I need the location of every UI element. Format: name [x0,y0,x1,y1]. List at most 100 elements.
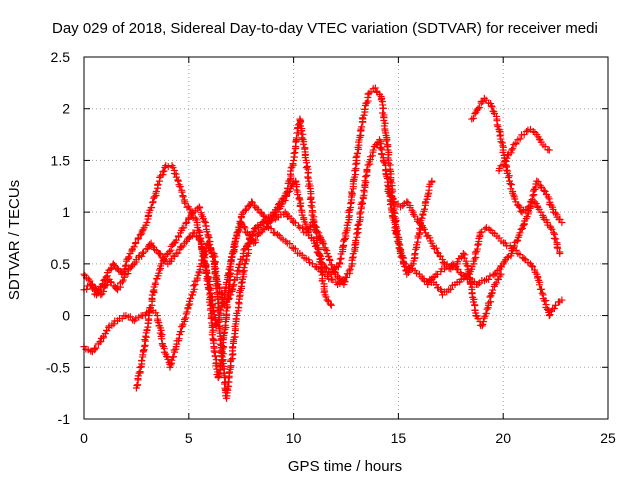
data-point [286,240,294,248]
data-point [432,244,440,252]
data-point [523,127,531,135]
data-point [195,235,203,243]
data-point [506,180,514,188]
data-point [420,225,428,233]
data-point [471,110,479,118]
data-point [369,146,377,154]
data-point [209,335,217,343]
data-point [241,224,249,232]
data-point [295,195,303,203]
data-point [154,180,162,188]
data-point [364,161,372,169]
data-point [298,127,306,135]
y-tick-label: 2.5 [51,49,71,65]
series-7 [426,224,566,320]
data-point [180,315,188,323]
data-point [494,276,502,284]
data-point [319,239,327,247]
data-point [167,242,175,250]
data-point [145,308,153,316]
data-point [92,344,100,352]
data-point [326,256,334,264]
data-point [174,249,182,257]
data-point [378,150,386,158]
data-point [318,277,326,285]
data-point [181,199,189,207]
data-point [222,307,230,315]
data-point [174,177,182,185]
data-point [418,214,426,222]
data-point [196,204,204,212]
x-ticks: 0 5 10 15 20 25 [80,57,616,446]
data-point [479,318,487,326]
data-point [400,258,408,266]
data-point [227,291,235,299]
data-point [475,104,483,112]
data-point [382,137,390,145]
data-point [460,274,468,282]
data-point [393,233,401,241]
data-point [358,123,366,131]
data-point [296,202,304,210]
data-point [445,264,453,272]
data-point [182,314,190,322]
chart-title: Day 029 of 2018, Sidereal Day-to-day VTE… [52,20,598,37]
data-point [487,102,495,110]
data-point [396,247,404,255]
data-point [307,202,315,210]
y-tick-label: 0.5 [51,256,71,272]
data-point [358,200,366,208]
data-point [155,269,163,277]
data-point [178,188,186,196]
data-point [258,218,266,226]
data-point [156,329,164,337]
data-point [275,200,283,208]
data-point [358,198,366,206]
data-point [183,308,191,316]
data-point [322,293,330,301]
data-point [132,239,140,247]
data-point [483,305,491,313]
data-point [230,281,238,289]
data-point [352,154,360,162]
data-point [361,105,369,113]
data-point [207,246,215,254]
data-point [516,203,524,211]
data-point [409,260,417,268]
data-point [394,239,402,247]
data-point [474,241,482,249]
data-point [516,229,524,237]
data-point [214,374,222,382]
data-point [222,278,230,286]
data-point [336,255,344,263]
data-point [302,164,310,172]
data-point [227,356,235,364]
data-point [550,229,558,237]
data-point [426,234,434,242]
data-point [133,382,141,390]
data-point [208,331,216,339]
data-point [452,263,460,271]
data-point [234,267,242,275]
data-point [289,160,297,168]
data-point [236,260,244,268]
data-point [424,191,432,199]
data-point [209,252,217,260]
x-tick-label: 25 [600,430,616,446]
data-point [363,165,371,173]
data-point [552,209,560,217]
data-point [248,198,256,206]
data-point [356,218,364,226]
data-point [176,183,184,191]
data-point [137,231,145,239]
data-point [463,262,471,270]
data-point [206,241,214,249]
data-point [88,281,96,289]
x-tick-label: 10 [286,430,302,446]
data-point [456,269,464,277]
data-point [485,275,493,283]
data-point [538,289,546,297]
data-point [399,253,407,261]
data-point [379,157,387,165]
data-point [233,270,241,278]
